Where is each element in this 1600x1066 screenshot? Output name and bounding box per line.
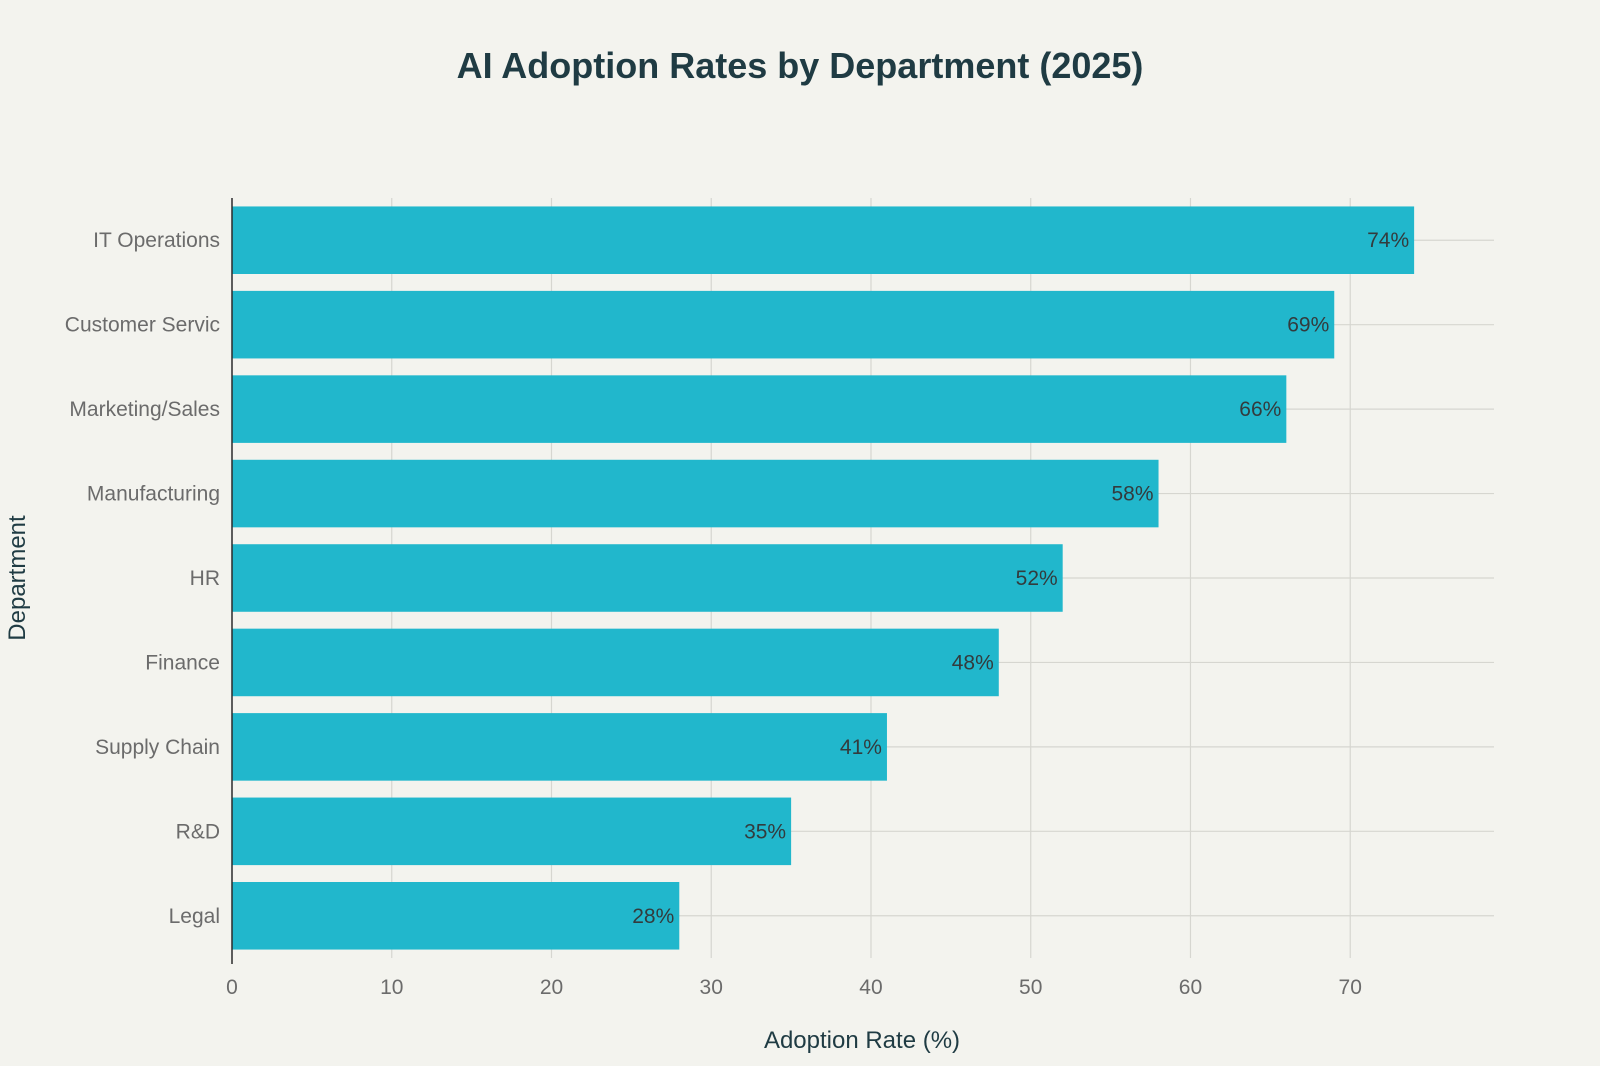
bar	[232, 459, 1159, 528]
bar	[232, 797, 792, 866]
x-axis-label: Adoption Rate (%)	[764, 1027, 960, 1054]
x-tick-label: 30	[700, 976, 723, 999]
y-tick-label: Customer Servic	[65, 314, 220, 337]
bar	[232, 713, 887, 781]
chart-title: AI Adoption Rates by Department (2025)	[457, 45, 1144, 86]
bar	[232, 206, 1415, 274]
y-tick-label: Supply Chain	[95, 736, 220, 759]
x-tick-labels: 0 10 20 30 40 50 60 70	[226, 976, 1362, 999]
y-tick-label: Legal	[169, 905, 220, 928]
data-label: 69%	[1287, 314, 1329, 337]
x-tick-label: 70	[1339, 976, 1362, 999]
bar	[232, 290, 1335, 359]
x-tick-label: 10	[380, 976, 403, 999]
y-tick-label: IT Operations	[93, 229, 220, 252]
bar	[232, 882, 680, 950]
data-label: 41%	[840, 736, 882, 759]
x-tick-label: 60	[1179, 976, 1202, 999]
y-axis-label: Department	[4, 515, 31, 641]
data-label: 48%	[952, 651, 994, 674]
data-label: 35%	[744, 820, 786, 843]
bar	[232, 375, 1287, 443]
y-tick-label: Finance	[145, 651, 220, 674]
x-tick-label: 20	[540, 976, 563, 999]
bars-layer	[232, 206, 1415, 950]
y-tick-label: Marketing/Sales	[69, 398, 220, 421]
bar	[232, 628, 999, 697]
y-tick-labels: IT Operations Customer Servic Marketing/Sa…	[65, 229, 220, 928]
data-label: 52%	[1016, 567, 1058, 590]
y-tick-label: Manufacturing	[87, 483, 220, 506]
data-label: 66%	[1239, 398, 1281, 421]
x-tick-label: 0	[226, 976, 238, 999]
data-label: 74%	[1367, 229, 1409, 252]
y-tick-label: HR	[190, 567, 220, 590]
data-label: 58%	[1112, 483, 1154, 506]
x-tick-label: 50	[1019, 976, 1042, 999]
bar	[232, 544, 1063, 612]
data-labels: 74% 69% 66% 58% 52% 48% 41% 35% 28%	[632, 229, 1409, 928]
y-tick-label: R&D	[176, 820, 220, 843]
x-tick-label: 40	[859, 976, 882, 999]
data-label: 28%	[632, 905, 674, 928]
